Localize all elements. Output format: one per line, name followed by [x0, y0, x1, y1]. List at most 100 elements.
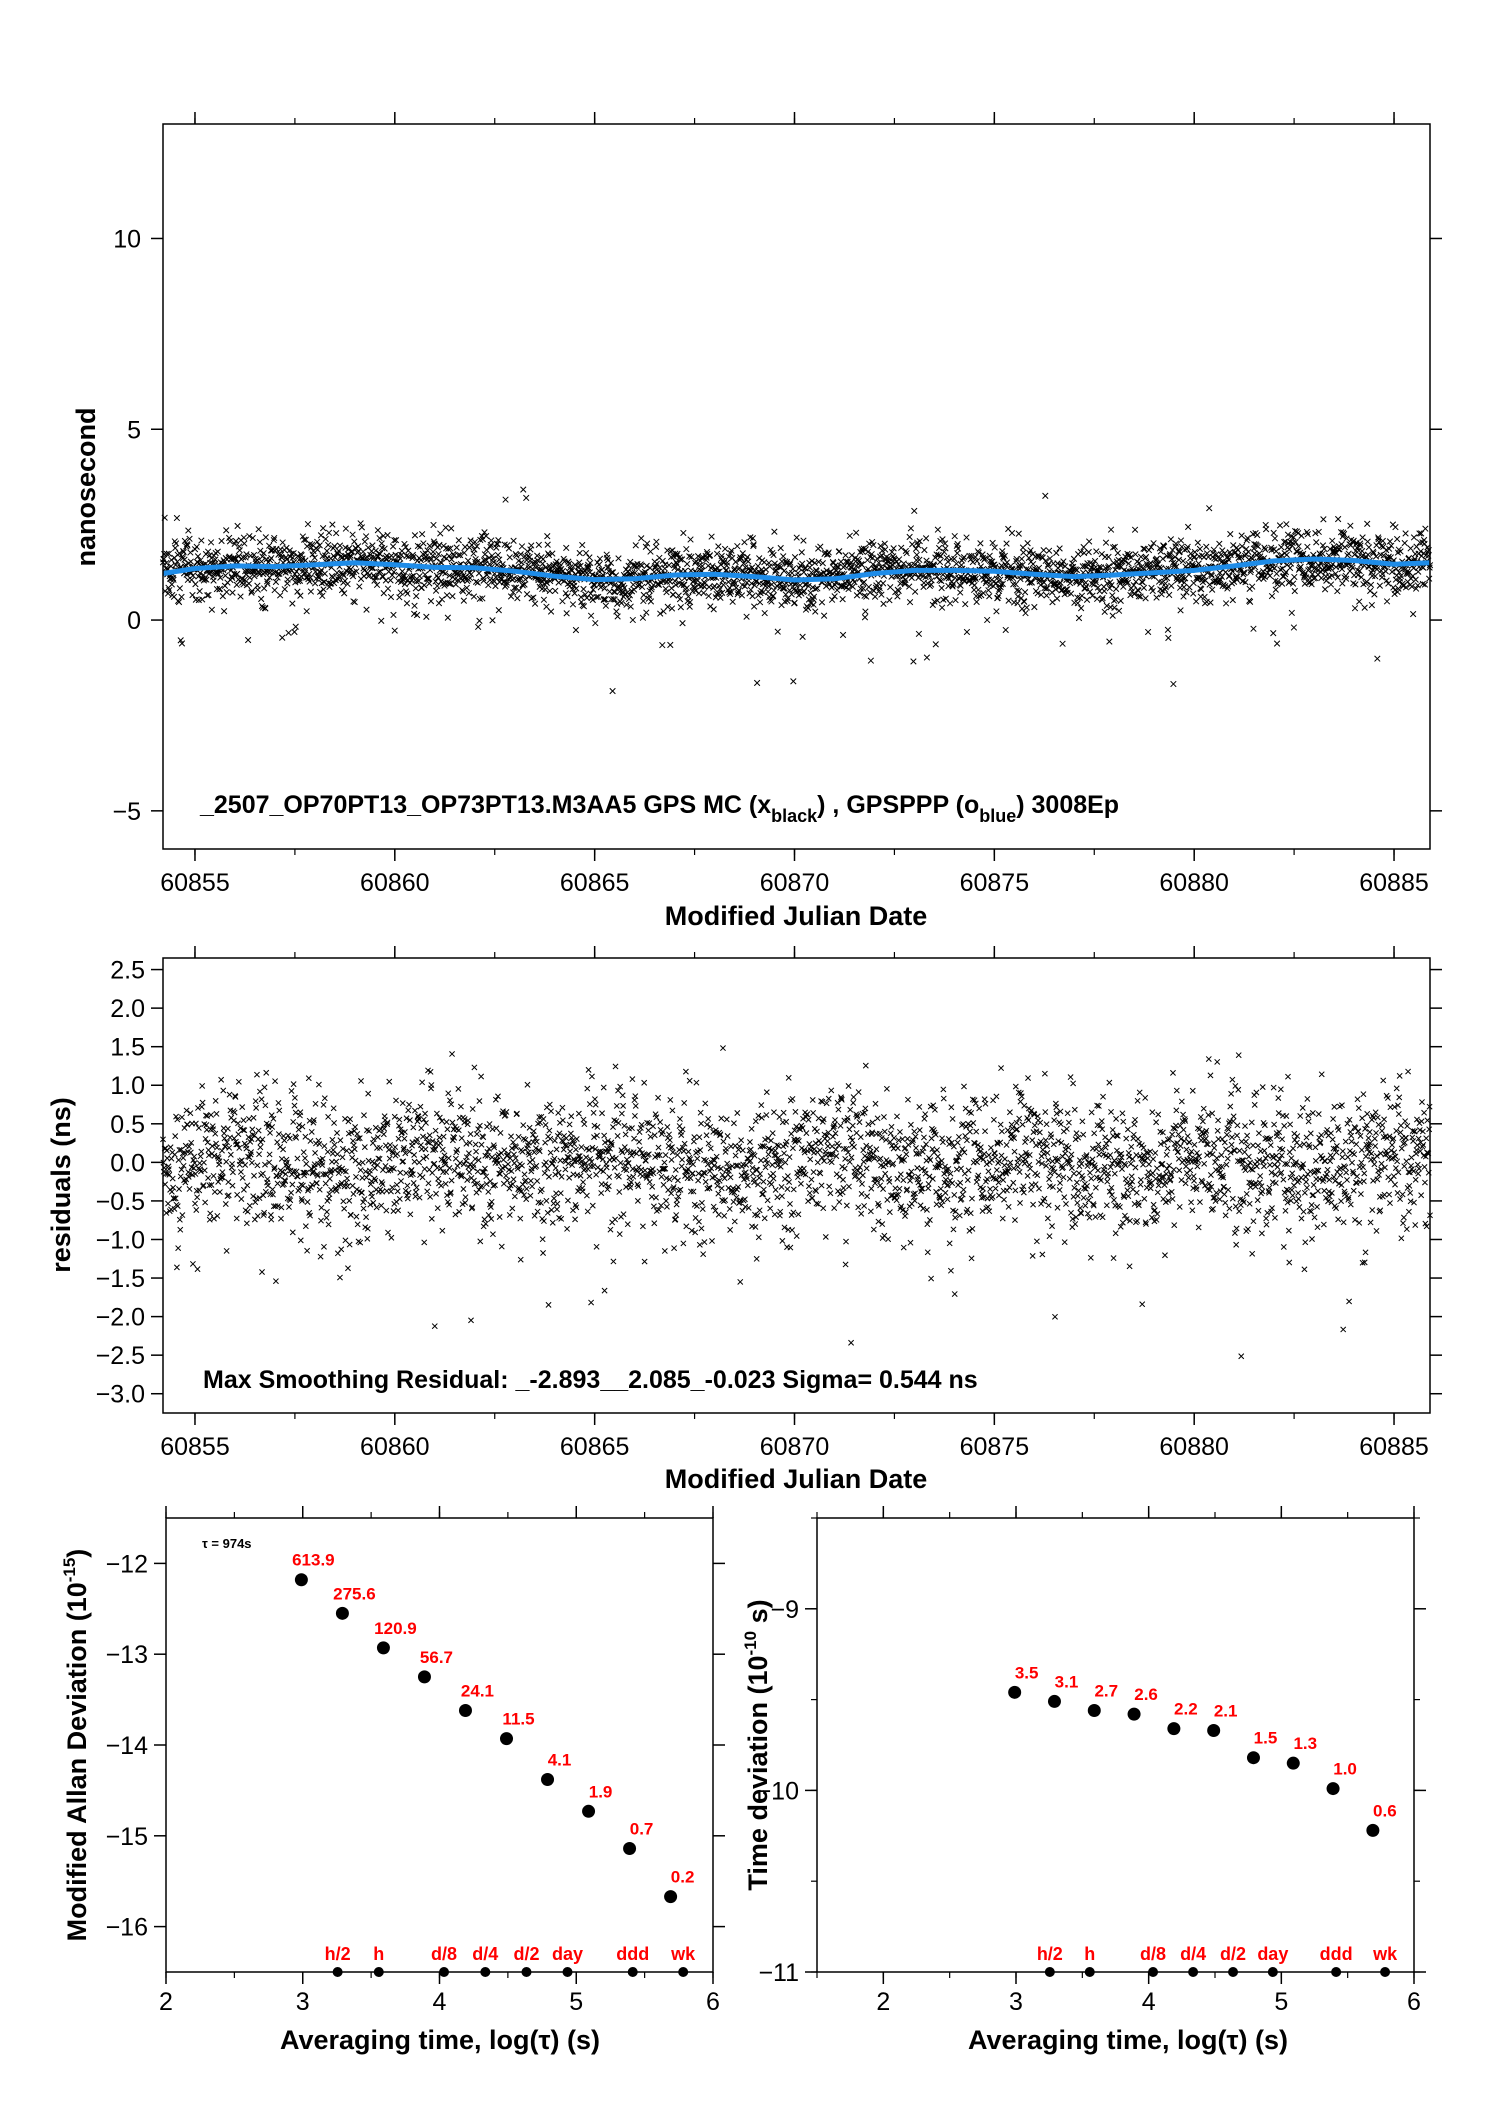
data-point	[222, 1143, 229, 1150]
data-point	[915, 574, 922, 581]
data-point	[827, 1151, 834, 1158]
data-point	[447, 545, 454, 552]
data-point	[941, 1170, 948, 1177]
data-point	[312, 1149, 319, 1156]
data-point	[437, 1165, 444, 1172]
data-point	[973, 598, 980, 606]
data-point	[766, 563, 773, 570]
data-point	[509, 1181, 516, 1188]
data-point	[1037, 591, 1045, 598]
data-point	[874, 1115, 881, 1122]
data-point	[351, 538, 358, 545]
data-point	[690, 582, 697, 590]
data-point	[281, 1137, 288, 1144]
data-point	[324, 1148, 331, 1155]
data-point	[697, 1109, 704, 1116]
data-point	[335, 576, 342, 583]
data-point	[707, 1123, 714, 1130]
data-point	[268, 1216, 275, 1223]
data-point	[891, 1135, 897, 1141]
data-point	[1013, 587, 1021, 594]
data-point	[367, 1201, 374, 1208]
data-point	[882, 1170, 889, 1177]
data-point	[1336, 546, 1343, 553]
data-point	[496, 1214, 503, 1220]
data-point	[607, 1145, 614, 1152]
data-point	[446, 1165, 453, 1171]
data-point	[969, 1225, 976, 1232]
data-point	[424, 1188, 431, 1195]
data-point	[912, 1190, 919, 1197]
data-point	[1376, 582, 1384, 589]
data-point	[275, 1131, 282, 1138]
data-point	[1266, 572, 1274, 579]
data-point	[1086, 588, 1094, 595]
data-point	[183, 541, 191, 548]
data-point	[502, 496, 509, 503]
data-point	[490, 1142, 497, 1149]
data-point	[906, 583, 913, 590]
data-point	[1396, 569, 1403, 576]
data-point	[267, 1129, 273, 1136]
data-point	[239, 1104, 246, 1111]
data-point	[1103, 602, 1110, 609]
data-point	[345, 1265, 351, 1272]
data-point	[1073, 579, 1080, 586]
data-point	[936, 558, 944, 566]
data-point	[748, 1125, 755, 1132]
data-point	[677, 604, 684, 611]
data-point	[582, 1160, 589, 1167]
data-point	[1035, 564, 1043, 572]
data-point	[1111, 543, 1118, 551]
data-point	[949, 1115, 956, 1122]
data-point	[415, 577, 422, 585]
data-point	[1383, 598, 1391, 605]
data-point	[961, 1083, 967, 1090]
data-point	[271, 586, 278, 594]
data-point	[435, 600, 443, 607]
data-point	[590, 1109, 597, 1116]
data-point	[605, 1149, 612, 1155]
data-point	[643, 609, 650, 616]
data-point	[581, 1121, 588, 1128]
data-point	[858, 561, 866, 568]
data-point	[545, 1301, 552, 1308]
data-point	[812, 1140, 819, 1147]
data-point	[170, 576, 177, 583]
data-point	[740, 560, 747, 567]
data-point	[757, 1157, 764, 1164]
data-point	[255, 526, 262, 533]
data-point	[668, 605, 676, 612]
data-point	[306, 540, 314, 548]
data-point	[890, 545, 897, 552]
data-point	[821, 1158, 828, 1165]
data-point	[374, 1162, 381, 1168]
data-point	[866, 1156, 873, 1163]
data-point	[638, 1121, 645, 1128]
data-point	[1410, 564, 1417, 572]
data-point	[560, 1146, 567, 1153]
data-point	[683, 545, 690, 553]
data-point	[482, 1220, 489, 1227]
data-point	[192, 581, 199, 588]
data-point	[427, 1193, 434, 1200]
data-point	[1161, 574, 1168, 581]
data-point	[465, 1117, 472, 1124]
data-point	[856, 1119, 863, 1126]
data-point	[1029, 560, 1037, 568]
data-point	[186, 1186, 193, 1192]
data-point	[720, 1138, 727, 1145]
data-point	[476, 595, 484, 603]
data-point	[1422, 552, 1429, 559]
data-point	[832, 1130, 839, 1137]
data-point	[575, 1188, 581, 1195]
data-point	[443, 1119, 450, 1125]
data-point	[1083, 583, 1090, 590]
data-point	[867, 657, 875, 664]
data-point	[401, 1128, 408, 1135]
data-point	[965, 1167, 972, 1174]
data-point	[749, 593, 756, 600]
data-point	[272, 1203, 279, 1210]
data-point	[674, 1177, 681, 1184]
data-point	[719, 1171, 726, 1178]
